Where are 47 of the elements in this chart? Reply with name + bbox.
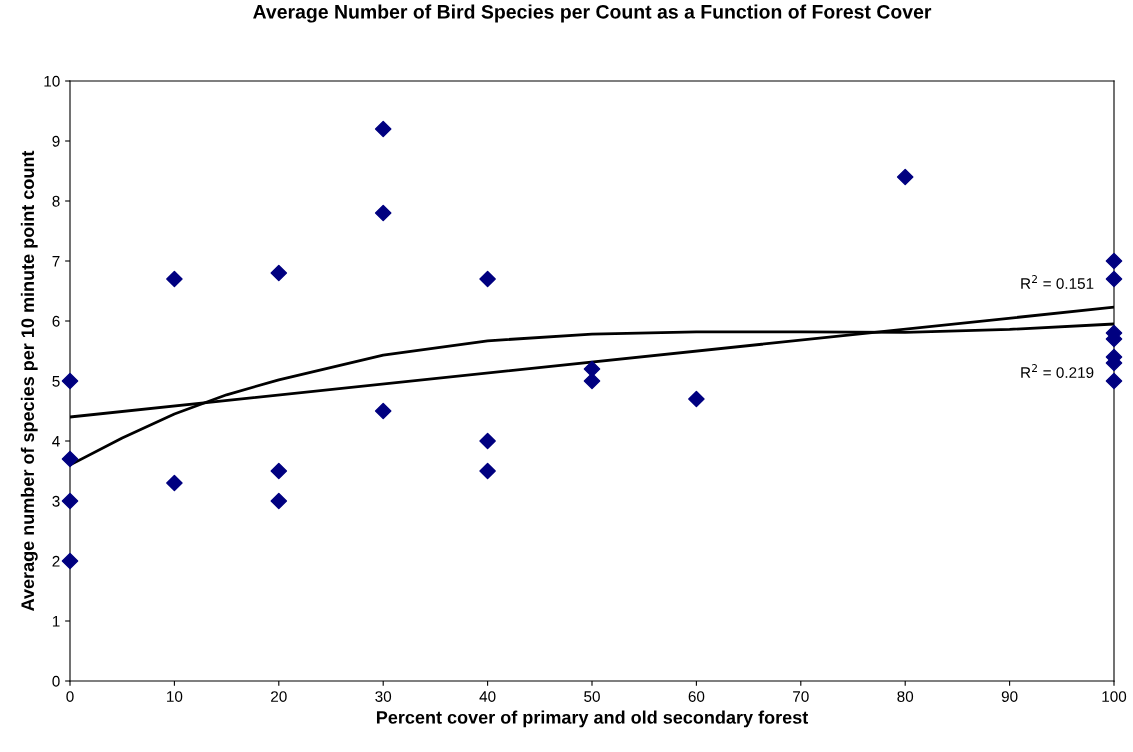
point	[479, 270, 496, 288]
x-tick-label: 70	[793, 691, 809, 702]
point	[61, 450, 79, 468]
x-tick-label: 30	[375, 691, 392, 702]
x-tick-label: 0	[66, 691, 74, 702]
annotation: R$^{2}$ = 0.219	[1021, 364, 1094, 378]
y-tick-label: 10	[44, 75, 60, 87]
point	[479, 462, 496, 480]
y-tick-label: 3	[52, 495, 60, 507]
x-tick-label: 80	[897, 691, 914, 702]
x-tick-label: 100	[1102, 691, 1127, 702]
y-tick-label: 9	[52, 135, 60, 147]
y-tick-label: 0	[52, 675, 60, 687]
y-tick-label: 6	[52, 315, 60, 327]
chart-title: Average Number of Bird Species per Count as a Function of Forest Cover	[253, 4, 932, 23]
y-tick-label: 7	[52, 256, 60, 267]
point	[688, 390, 705, 408]
y-tick-label: 8	[52, 195, 60, 207]
x-tick-label: 50	[584, 691, 600, 702]
point	[166, 474, 183, 492]
point	[61, 492, 79, 510]
point	[374, 120, 392, 138]
y-axis-title: Average number of species per 10 minute point count	[20, 150, 38, 611]
point	[61, 552, 79, 570]
point	[270, 264, 288, 282]
y-tick-label: 4	[52, 436, 60, 447]
point	[1105, 270, 1123, 288]
point	[1105, 372, 1123, 390]
point	[61, 372, 79, 390]
point	[1105, 252, 1123, 270]
annotation: R$^{2}$ = 0.151	[1021, 275, 1094, 289]
y-tick-label: 2	[52, 555, 60, 567]
point	[374, 402, 392, 420]
point	[270, 492, 288, 510]
x-tick-label: 40	[479, 691, 496, 702]
x-tick-label: 20	[271, 691, 287, 702]
point	[166, 270, 183, 288]
x-tick-label: 60	[688, 691, 705, 702]
point	[479, 432, 496, 450]
x-tick-label: 90	[1001, 691, 1018, 702]
point	[896, 168, 914, 186]
x-tick-label: 10	[167, 691, 183, 702]
point	[374, 204, 392, 222]
y-tick-label: 5	[52, 376, 60, 387]
x-axis-title: Percent cover of primary and old secondary forest	[376, 710, 809, 728]
point	[270, 462, 288, 480]
y-tick-label: 1	[52, 616, 60, 627]
